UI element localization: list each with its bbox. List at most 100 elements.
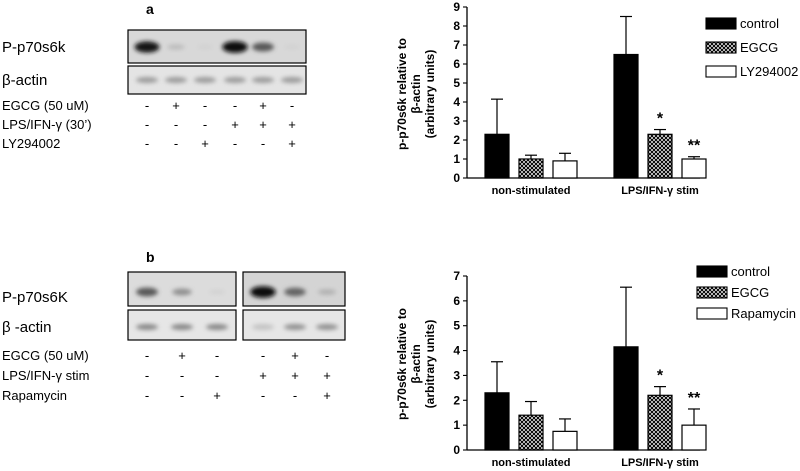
blot-b-actin-band: [284, 324, 306, 330]
blot-a-actin-band: [252, 77, 274, 83]
chart-b-category-label: non-stimulated: [492, 457, 571, 469]
chart-a-bar-egcg: [647, 133, 673, 179]
chart-a-y-axis-label: p-p70s6k relative toβ-actin(arbitrary un…: [395, 38, 437, 150]
chart-b-y-tick-label: 4: [453, 344, 460, 358]
blot-a-sign: -: [145, 117, 149, 132]
blot-b-actin-band: [316, 324, 338, 330]
chart-a-legend-label-ly294002: LY294002: [740, 64, 798, 79]
chart-b-y-tick-label: 7: [453, 269, 460, 283]
blot-b-sign: -: [145, 388, 149, 403]
blot-b-sign: -: [215, 348, 219, 363]
blot-a-sign: -: [233, 98, 237, 113]
blot-a-p70-band: [252, 42, 274, 52]
blot-a-sign: +: [172, 98, 180, 113]
blot-a-condition-label-ly: LY294002: [2, 136, 60, 151]
blot-a-sign: +: [288, 136, 296, 151]
chart-b-category-label: LPS/IFN-γ stim: [621, 457, 699, 469]
blot-b-sign: +: [323, 388, 331, 403]
chart-a-y-tick-label: 2: [453, 133, 460, 147]
blot-a-condition-label-lps: LPS/IFN-γ (30’): [2, 117, 92, 132]
chart-b-bar-egcg: [518, 414, 544, 451]
chart-b-y-tick-label: 1: [453, 418, 460, 432]
chart-a-legend-label-control: control: [740, 16, 779, 31]
western-blot-a: P-p70s6k β-actin EGCG (50 uM) LPS/IFN-γ …: [2, 29, 307, 151]
chart-a-y-tick-label: 1: [453, 152, 460, 166]
chart-a-y-tick-label: 9: [453, 0, 460, 14]
chart-b-y-tick-label: 6: [453, 294, 460, 308]
panel-letter-b: b: [146, 249, 155, 265]
chart-b-bar-rapamycin: [681, 424, 707, 451]
chart-a-y-tick-label: 8: [453, 19, 460, 33]
blot-b-sign: -: [180, 388, 184, 403]
chart-a-y-tick-label: 7: [453, 38, 460, 52]
chart-b-legend-swatch-control: [696, 265, 728, 278]
blot-b-condition-label-lps: LPS/IFN-γ stim: [2, 368, 89, 383]
blot-a-sign: +: [201, 136, 209, 151]
western-blot-b: P-p70s6K β -actin EGCG (50 uM) LPS/IFN-γ…: [2, 271, 346, 403]
chart-b-bar-rapamycin: [552, 430, 578, 451]
blot-b-p70-band: [136, 287, 158, 297]
blot-a-sign: +: [231, 117, 239, 132]
chart-b-legend-swatch-rapamycin: [696, 307, 728, 320]
blot-a-p70-band: [134, 41, 160, 53]
chart-a-bar-ly294002: [681, 158, 707, 179]
blot-a-sign: -: [174, 117, 178, 132]
blot-a-sign: -: [290, 98, 294, 113]
chart-a-category-label: non-stimulated: [492, 185, 571, 197]
blot-b-condition-label-rapamycin: Rapamycin: [2, 388, 67, 403]
blot-b-row-label-actin: β -actin: [2, 319, 51, 336]
chart-a-significance-mark: **: [688, 138, 701, 155]
chart-b-legend-label-rapamycin: Rapamycin: [731, 306, 796, 321]
blot-b-actin-band: [206, 324, 228, 330]
blot-a-p70-band: [167, 44, 185, 50]
blot-b-sign: +: [259, 368, 267, 383]
blot-a-p70-band: [196, 44, 214, 50]
blot-b-p70-band: [318, 289, 336, 295]
chart-a-bar-ly294002: [552, 160, 578, 179]
chart-a-bar-control: [484, 133, 510, 179]
blot-a-row-label-p70: P-p70s6k: [2, 39, 66, 56]
chart-b-bar-control: [484, 392, 510, 451]
blot-b-sign: -: [180, 368, 184, 383]
blot-a-sign: -: [233, 136, 237, 151]
blot-a-actin-band: [281, 77, 303, 83]
chart-a-y-tick-label: 4: [453, 95, 460, 109]
blot-a-sign: -: [145, 98, 149, 113]
blot-b-sign: +: [291, 368, 299, 383]
blot-a-actin-band: [224, 77, 246, 83]
blot-b-sign: -: [293, 388, 297, 403]
chart-b-significance-mark: *: [657, 368, 664, 385]
chart-a-bar-egcg: [518, 158, 544, 179]
blot-b-actin-band: [252, 324, 274, 330]
blot-b-actin-band: [171, 324, 193, 330]
chart-b-y-tick-label: 3: [453, 368, 460, 382]
blot-b-sign: +: [323, 368, 331, 383]
bar-chart-a: 0 1 2 3 4 5 6 7 8 9 p-p70s6k relative toβ-actin(ar…: [395, 0, 798, 197]
blot-b-p70-band: [250, 286, 276, 298]
bar-chart-b: 0 1 2 3 4 5 6 7 p-p70s6k relative toβ-actin(arbi…: [395, 264, 796, 469]
blot-b-sign: +: [178, 348, 186, 363]
blot-b-p70-band: [208, 289, 226, 295]
blot-a-actin-band: [136, 77, 158, 83]
chart-a-legend-swatch-control: [705, 17, 737, 30]
chart-b-y-tick-label: 5: [453, 319, 460, 333]
chart-b-significance-mark: **: [688, 390, 701, 407]
chart-a-legend-label-egcg: EGCG: [740, 40, 778, 55]
chart-b-y-axis-label: p-p70s6k relative toβ-actin(arbitrary un…: [395, 308, 437, 420]
blot-a-condition-label-egcg: EGCG (50 uM): [2, 98, 89, 113]
blot-b-condition-label-egcg: EGCG (50 uM): [2, 348, 89, 363]
blot-a-row-label-actin: β-actin: [2, 72, 47, 89]
chart-b-legend-swatch-egcg: [696, 286, 728, 299]
blot-a-sign: -: [203, 117, 207, 132]
blot-a-sign: -: [145, 136, 149, 151]
blot-b-sign: -: [261, 348, 265, 363]
blot-a-p70-band: [283, 44, 301, 50]
chart-a-y-tick-label: 3: [453, 114, 460, 128]
chart-a-legend-swatch-egcg: [705, 41, 737, 54]
blot-a-sign: -: [203, 98, 207, 113]
chart-a-y-tick-label: 6: [453, 57, 460, 71]
blot-b-p70-band: [284, 287, 306, 297]
blot-b-sign: -: [325, 348, 329, 363]
blot-a-sign: +: [259, 98, 267, 113]
chart-b-y-tick-label: 2: [453, 393, 460, 407]
